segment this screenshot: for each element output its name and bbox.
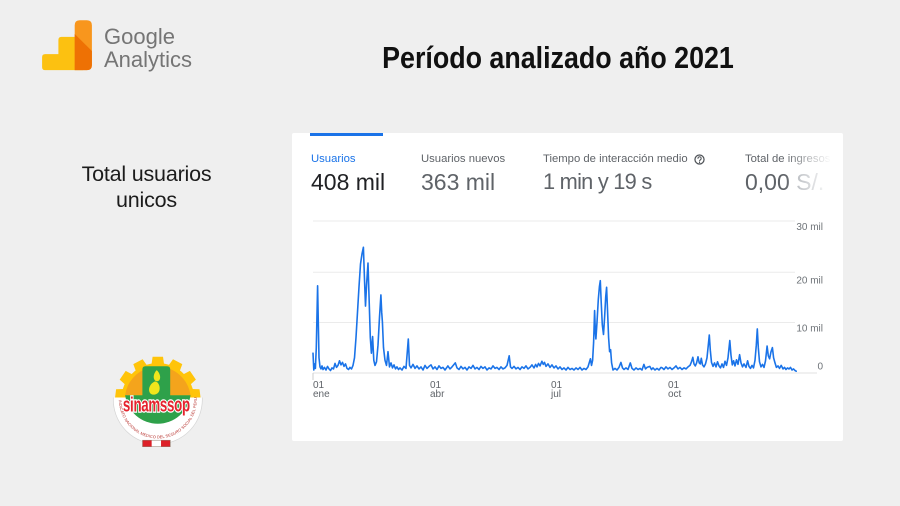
svg-text:20 mil: 20 mil xyxy=(796,276,823,287)
svg-text:10 mil: 10 mil xyxy=(796,324,823,335)
svg-text:sinamssop: sinamssop xyxy=(123,393,190,417)
svg-text:oct: oct xyxy=(668,389,682,400)
svg-text:jul: jul xyxy=(550,389,561,400)
svg-text:30 mil: 30 mil xyxy=(796,222,823,233)
svg-text:01: 01 xyxy=(668,380,680,391)
svg-text:01: 01 xyxy=(430,380,442,391)
svg-text:0: 0 xyxy=(817,362,823,373)
svg-text:abr: abr xyxy=(430,389,445,400)
svg-text:ene: ene xyxy=(313,389,330,400)
svg-text:01: 01 xyxy=(313,380,325,391)
svg-text:01: 01 xyxy=(551,380,563,391)
